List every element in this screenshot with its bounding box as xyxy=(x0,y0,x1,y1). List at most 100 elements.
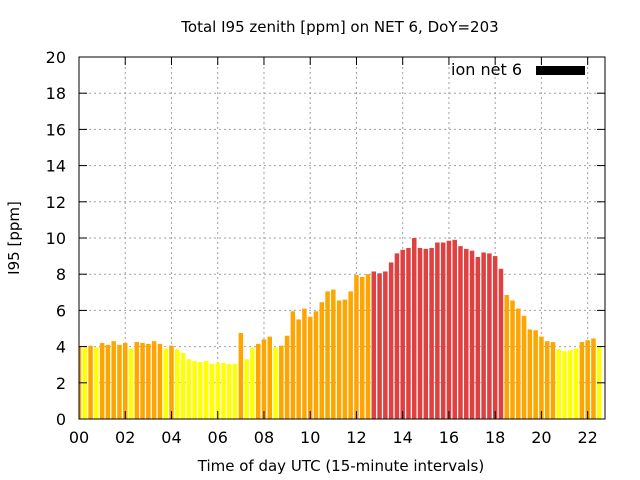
bar xyxy=(348,291,353,419)
bar xyxy=(336,300,342,419)
bar xyxy=(377,273,382,419)
x-tick-label: 10 xyxy=(300,428,320,447)
bar xyxy=(359,276,365,419)
y-tick-label: 14 xyxy=(46,157,66,176)
bar xyxy=(146,343,151,419)
bar xyxy=(406,247,411,419)
x-tick-label: 20 xyxy=(531,428,551,447)
y-tick-label: 4 xyxy=(56,338,66,357)
bar xyxy=(313,311,319,419)
y-tick-label: 0 xyxy=(56,410,66,429)
x-tick-label: 00 xyxy=(69,428,89,447)
x-tick-label: 02 xyxy=(115,428,135,447)
bar xyxy=(169,345,174,419)
bar xyxy=(284,335,290,419)
bar xyxy=(296,319,301,419)
bar xyxy=(411,238,417,419)
y-tick-label: 12 xyxy=(46,193,66,212)
bar xyxy=(261,339,267,419)
bar xyxy=(452,239,457,419)
bar xyxy=(342,299,348,419)
bar xyxy=(383,271,388,419)
bar xyxy=(591,338,596,419)
bar xyxy=(244,359,249,419)
bar xyxy=(151,341,157,419)
y-tick-labels: 0 2 4 6 8 10 12 14 16 18 20 xyxy=(46,48,66,429)
bar xyxy=(481,252,486,419)
y-tick-label: 2 xyxy=(56,374,66,393)
bar xyxy=(464,248,469,419)
bar xyxy=(533,330,538,419)
bar xyxy=(279,345,284,419)
bar xyxy=(105,344,111,419)
y-tick-label: 6 xyxy=(56,301,66,320)
bar xyxy=(400,249,405,419)
bar xyxy=(88,345,93,419)
y-axis-label: I95 [ppm] xyxy=(5,201,23,275)
bar xyxy=(267,336,273,419)
bar xyxy=(238,333,244,419)
bar xyxy=(423,248,429,419)
bar xyxy=(117,344,122,419)
x-tick-label: 14 xyxy=(393,428,413,447)
bar xyxy=(198,361,203,419)
bar xyxy=(250,347,255,419)
bar xyxy=(458,246,463,419)
bar xyxy=(128,348,134,419)
bar xyxy=(209,363,215,419)
bar xyxy=(510,300,515,419)
bar xyxy=(94,347,99,419)
bar xyxy=(568,350,573,419)
bar xyxy=(99,342,105,419)
bar xyxy=(111,341,116,419)
bar xyxy=(365,274,371,419)
x-axis-label: Time of day UTC (15-minute intervals) xyxy=(197,457,484,475)
bar xyxy=(429,247,434,419)
bar xyxy=(134,342,140,419)
bar xyxy=(175,349,180,419)
bar xyxy=(354,275,359,419)
bar xyxy=(440,242,446,419)
bar xyxy=(215,362,220,419)
bar xyxy=(573,348,579,419)
y-tick-label: 8 xyxy=(56,265,66,284)
bar xyxy=(232,363,238,419)
bar xyxy=(487,253,492,419)
bar xyxy=(585,340,590,419)
x-tick-label: 12 xyxy=(346,428,366,447)
bar xyxy=(492,256,498,419)
x-tick-label: 16 xyxy=(439,428,459,447)
bar xyxy=(255,343,261,419)
bar xyxy=(475,257,481,419)
legend-label: ion net 6 xyxy=(451,60,522,79)
x-tick-label: 06 xyxy=(208,428,228,447)
bar xyxy=(140,342,145,419)
bar xyxy=(122,342,128,419)
x-tick-label: 04 xyxy=(161,428,181,447)
bar xyxy=(325,291,330,419)
x-tick-labels: 00 02 04 06 08 10 12 14 16 18 20 22 xyxy=(69,428,598,447)
bar xyxy=(227,363,232,419)
bar xyxy=(307,316,313,419)
bar xyxy=(539,336,544,419)
bar xyxy=(180,352,186,419)
y-tick-label: 16 xyxy=(46,120,66,139)
bar xyxy=(371,271,377,419)
bar xyxy=(435,242,440,419)
chart-title: Total I95 zenith [ppm] on NET 6, DoY=203 xyxy=(180,18,498,36)
bar xyxy=(544,341,550,419)
axis-ticks xyxy=(78,56,605,420)
bar xyxy=(504,295,509,419)
bars xyxy=(79,238,602,419)
bar xyxy=(521,315,527,419)
bar xyxy=(417,247,423,419)
bar xyxy=(192,361,197,419)
bar xyxy=(388,262,394,419)
y-tick-label: 20 xyxy=(46,48,66,67)
y-tick-label: 10 xyxy=(46,229,66,248)
bar xyxy=(562,351,567,419)
bar xyxy=(186,359,192,419)
x-tick-label: 18 xyxy=(485,428,505,447)
bar xyxy=(556,349,562,419)
